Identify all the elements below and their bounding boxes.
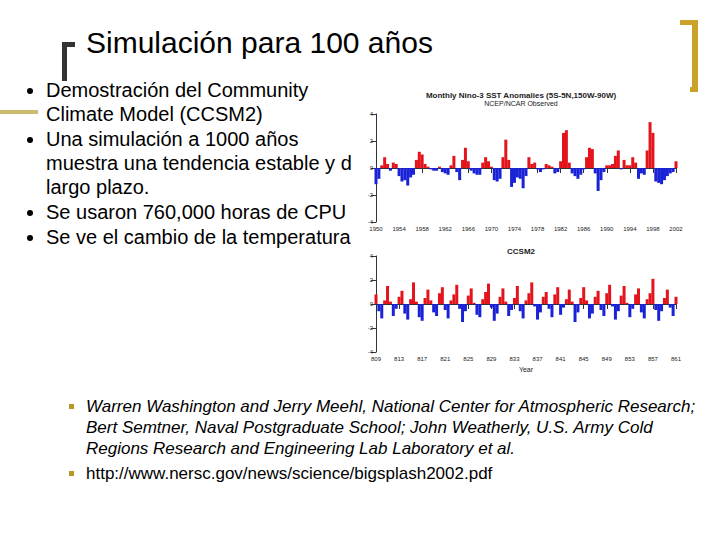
svg-text:2002: 2002 [669, 226, 683, 232]
svg-text:CCSM2: CCSM2 [507, 247, 536, 256]
svg-text:1978: 1978 [531, 226, 545, 232]
svg-text:-4: -4 [368, 219, 374, 225]
svg-text:845: 845 [579, 356, 590, 362]
svg-text:833: 833 [509, 356, 520, 362]
svg-text:1998: 1998 [646, 226, 660, 232]
svg-text:857: 857 [648, 356, 659, 362]
svg-text:861: 861 [671, 356, 682, 362]
html-text:Se ve el cambio de la temperat: Se ve el cambio de la temperatura. [46, 226, 357, 248]
svg-text:809: 809 [371, 356, 382, 362]
svg-text:829: 829 [486, 356, 497, 362]
svg-text:853: 853 [625, 356, 636, 362]
svg-text:1994: 1994 [623, 226, 637, 232]
svg-text:Monthly Nino-3 SST Anomalies (: Monthly Nino-3 SST Anomalies (5S-5N,150W… [426, 91, 617, 100]
svg-text:1958: 1958 [415, 226, 429, 232]
html-text:Demostración del Community Cli: Demostración del Community Climate Model… [46, 79, 309, 125]
svg-text:4: 4 [370, 253, 374, 259]
svg-text:-2: -2 [368, 325, 374, 331]
svg-text:-4: -4 [368, 349, 374, 355]
html-text:Una simulación a 1000 años mue: Una simulación a 1000 años muestra una t… [46, 128, 363, 198]
svg-text:1962: 1962 [439, 226, 453, 232]
svg-text:-2: -2 [368, 192, 374, 198]
svg-text:1950: 1950 [369, 226, 383, 232]
svg-text:825: 825 [463, 356, 474, 362]
svg-text:1954: 1954 [392, 226, 406, 232]
svg-text:813: 813 [394, 356, 405, 362]
svg-text:817: 817 [417, 356, 428, 362]
html-text:Se usaron 760,000 horas de CPU: Se usaron 760,000 horas de CPU [46, 201, 347, 223]
html-text:Simulación para 100 años: Simulación para 100 años [86, 26, 433, 59]
svg-text:1982: 1982 [554, 226, 568, 232]
svg-text:0: 0 [370, 165, 374, 171]
svg-text:1966: 1966 [462, 226, 476, 232]
svg-text:4: 4 [370, 111, 374, 117]
svg-text:1970: 1970 [485, 226, 499, 232]
svg-text:1986: 1986 [577, 226, 591, 232]
svg-text:0: 0 [370, 301, 374, 307]
svg-text:841: 841 [556, 356, 567, 362]
svg-text:837: 837 [533, 356, 544, 362]
svg-text:849: 849 [602, 356, 613, 362]
svg-text:Year: Year [519, 366, 534, 373]
svg-text:1974: 1974 [508, 226, 522, 232]
html-text:http://www.nersc.gov/news/scie: http://www.nersc.gov/news/science/bigspl… [86, 464, 493, 483]
svg-text:NCEP/NCAR Observed: NCEP/NCAR Observed [484, 100, 558, 107]
svg-text:1990: 1990 [600, 226, 614, 232]
svg-text:2: 2 [370, 277, 374, 283]
svg-text:2: 2 [370, 138, 374, 144]
svg-text:821: 821 [440, 356, 451, 362]
html-text:Warren Washington and Jerry Me: Warren Washington and Jerry Meehl, Natio… [86, 397, 696, 458]
